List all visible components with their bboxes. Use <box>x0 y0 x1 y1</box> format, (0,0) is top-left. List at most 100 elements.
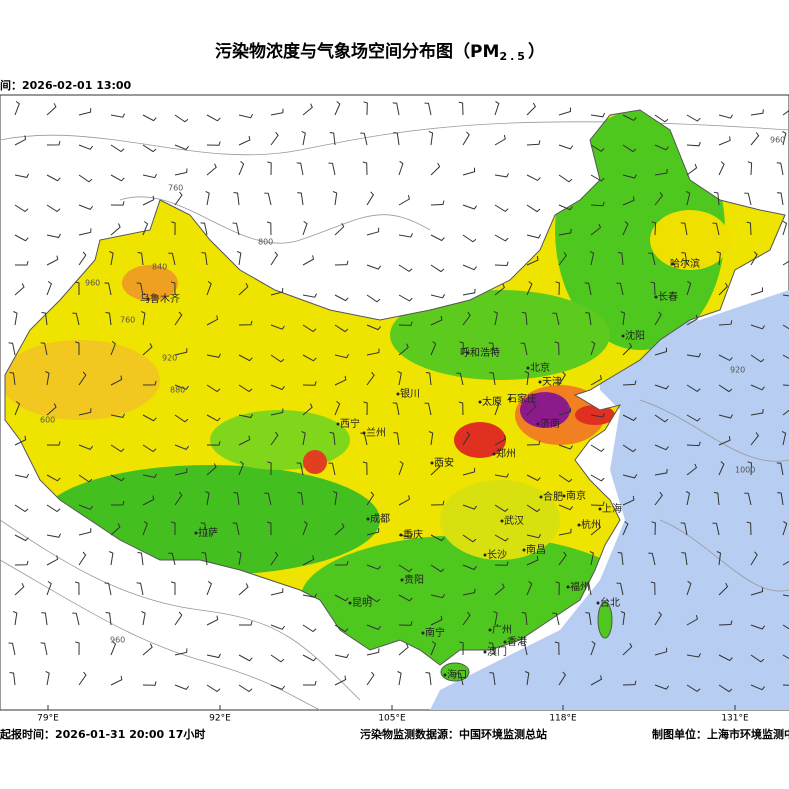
wind-barb <box>15 260 29 266</box>
wind-barb <box>654 347 668 356</box>
wind-barb <box>174 684 189 691</box>
wind-barb <box>462 588 476 596</box>
wind-barb <box>110 375 123 386</box>
wind-barb <box>685 190 691 206</box>
wind-barb <box>430 341 437 356</box>
city-dot <box>526 366 530 370</box>
wind-barb <box>270 551 279 566</box>
wind-barb <box>489 372 496 386</box>
wind-barb <box>526 256 539 266</box>
city-dot <box>336 422 340 426</box>
wind-barb <box>270 408 284 416</box>
wind-barb <box>524 371 530 386</box>
wind-barb <box>458 401 464 416</box>
wind-barb <box>366 594 381 603</box>
contour-label: 960 <box>85 279 100 288</box>
wind-barb <box>270 384 285 391</box>
wind-barb <box>713 491 720 506</box>
producer: 制图单位：上海市环境监测中 <box>652 727 789 741</box>
lon-label: 131°E <box>721 714 749 724</box>
wind-barb <box>109 551 114 566</box>
wind-barb <box>590 144 605 152</box>
wind-barb <box>137 552 144 566</box>
contour-label: 880 <box>170 386 185 395</box>
wind-barb <box>398 160 404 176</box>
wind-barb <box>238 583 249 596</box>
city-label: 呼和浩特 <box>460 347 500 359</box>
wind-barb <box>462 288 476 296</box>
wind-barb <box>654 384 670 390</box>
wind-barb <box>141 311 146 326</box>
wind-barb <box>622 495 635 506</box>
wind-barb <box>718 414 734 419</box>
wind-barb <box>206 141 221 146</box>
wind-barb <box>462 504 478 510</box>
wind-barb <box>430 294 446 299</box>
wind-barb <box>686 141 701 147</box>
wind-barb <box>430 162 441 176</box>
wind-barb <box>622 144 637 153</box>
wind-barb <box>170 521 176 535</box>
wind-barb <box>526 281 533 296</box>
wind-barb <box>650 281 656 296</box>
wind-barb <box>622 221 629 236</box>
wind-barb <box>142 343 153 356</box>
wind-barb <box>712 222 720 236</box>
wind-barb <box>746 221 752 236</box>
issue-time: 起报时间：2026-01-31 20:00 17小时 <box>0 727 205 741</box>
wind-barb <box>14 534 29 542</box>
wind-barb <box>494 583 505 596</box>
hainan <box>440 662 470 682</box>
city-dot <box>654 295 658 299</box>
city-label: 上海 <box>602 502 622 515</box>
wind-barb <box>110 341 116 356</box>
wind-barb <box>494 100 500 116</box>
wind-barb <box>170 581 176 595</box>
wind-barb <box>14 135 27 146</box>
wind-barb <box>366 671 375 686</box>
wind-barb <box>489 672 496 686</box>
wind-barb <box>206 280 212 296</box>
wind-barb <box>526 102 537 116</box>
wind-barb <box>334 353 350 359</box>
wind-barb <box>590 340 596 356</box>
wind-barb <box>78 551 87 566</box>
wind-barb <box>456 672 464 686</box>
city-label: 西宁 <box>340 417 360 430</box>
wind-barb <box>270 324 285 330</box>
wind-barb <box>174 491 183 506</box>
wind-barb <box>110 174 125 182</box>
wind-barb <box>750 408 764 416</box>
wind-barb <box>654 647 668 656</box>
wind-barb <box>78 444 93 451</box>
wind-barb <box>782 520 788 536</box>
wind-barb <box>366 264 382 270</box>
wind-barb <box>328 162 336 176</box>
city-dot <box>400 578 404 582</box>
wind-barb <box>718 161 725 176</box>
contour-label: 960 <box>770 136 785 145</box>
wind-barb <box>393 432 400 446</box>
wind-barb <box>590 675 603 686</box>
wind-barb <box>398 495 411 506</box>
wind-barb <box>397 370 402 386</box>
wind-barb <box>558 252 567 266</box>
wind-barb <box>398 264 413 273</box>
city-dot <box>508 397 512 401</box>
wind-barb <box>494 435 507 446</box>
wind-barb <box>747 161 753 176</box>
wind-barb <box>686 414 701 422</box>
contour-label: 760 <box>168 184 183 193</box>
city-label: 台北 <box>600 596 620 609</box>
wind-barb <box>232 522 240 536</box>
wind-barb <box>686 653 701 658</box>
wind-barb <box>750 551 758 566</box>
wind-barb <box>782 684 789 686</box>
wind-barb <box>168 552 176 566</box>
wind-barb <box>589 550 594 566</box>
wind-barb <box>78 504 93 510</box>
city-label: 贵阳 <box>404 573 424 586</box>
wind-barb <box>46 233 61 239</box>
contour-label: 960 <box>110 636 125 645</box>
wind-barb <box>200 222 208 236</box>
